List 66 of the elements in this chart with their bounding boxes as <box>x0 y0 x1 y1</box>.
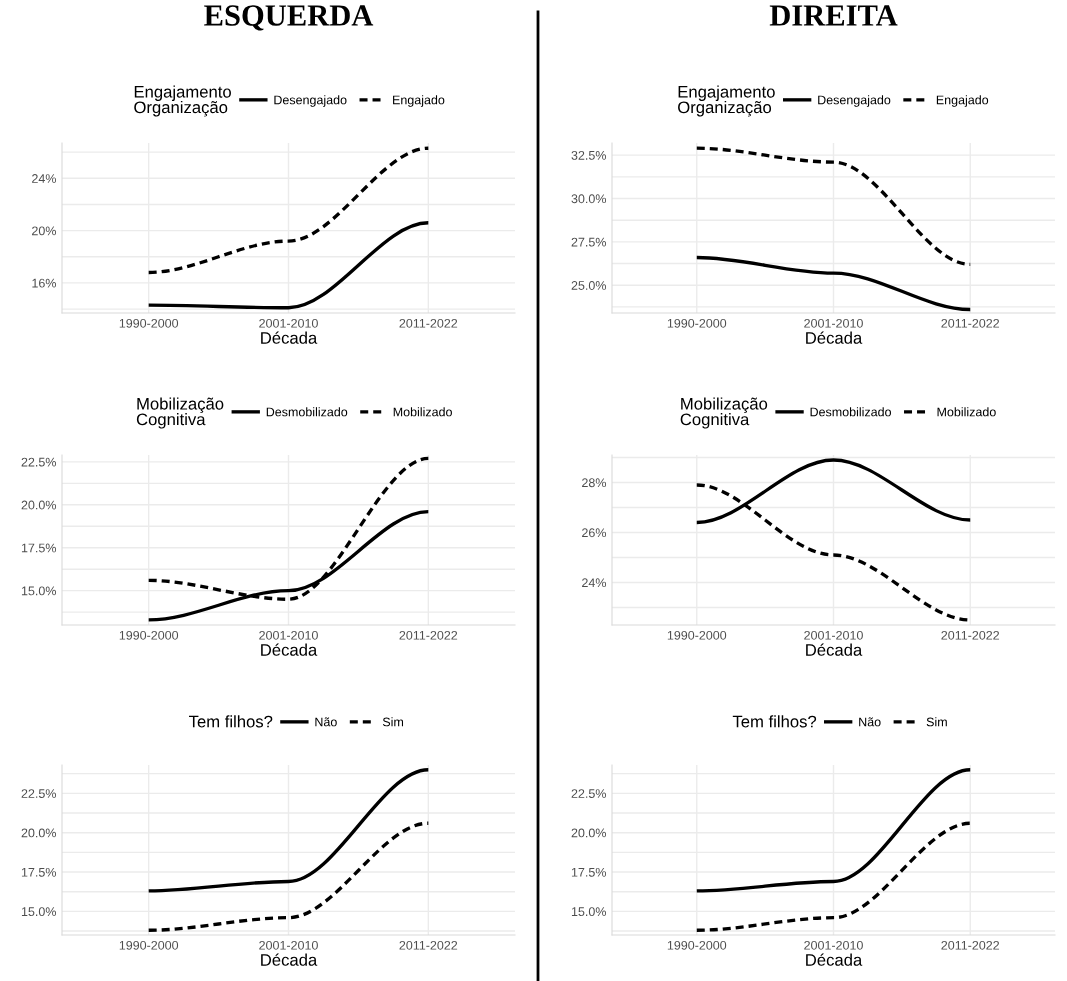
x-axis-title: Década <box>261 953 318 966</box>
y-tick-label: 17.5% <box>571 867 606 877</box>
y-tick-label: 27.5% <box>571 237 606 247</box>
x-tick-label: 1990-2000 <box>667 630 727 640</box>
legend-title: Tem filhos? <box>732 715 817 728</box>
legend-title: Mobilização Cognitiva <box>136 397 224 429</box>
x-axis-title: Década <box>261 331 318 344</box>
y-tick-label: 20.0% <box>21 828 56 838</box>
x-tick-label: 1990-2000 <box>667 318 727 328</box>
legend-title: Mobilização Cognitiva <box>680 397 768 429</box>
y-tick-label: 15.0% <box>21 907 56 917</box>
x-tick-label: 1990-2000 <box>119 940 179 950</box>
legend-label: Não <box>859 717 881 727</box>
y-tick-label: 20% <box>32 226 56 236</box>
y-tick-label: 16% <box>32 278 56 288</box>
legend-label: Mobilizado <box>393 407 452 417</box>
x-tick-label: 2001-2010 <box>804 630 863 640</box>
y-tick-label: 22.5% <box>571 789 606 798</box>
legend-label: Sim <box>382 717 404 727</box>
legend-label: Engajado <box>936 95 989 107</box>
chart-title: ESQUERDA <box>204 5 374 31</box>
x-tick-label: 2011-2022 <box>941 318 1000 328</box>
x-axis-title: Década <box>806 953 863 966</box>
chart-title: DIREITA <box>769 5 898 26</box>
x-tick-label: 2011-2022 <box>399 940 458 950</box>
legend-label: Engajado <box>393 95 445 107</box>
legend-label: Desengajado <box>274 95 347 107</box>
legend-label: Desmobilizado <box>266 407 348 417</box>
x-tick-label: 2001-2010 <box>804 940 863 950</box>
x-axis-title: Década <box>261 643 318 656</box>
legend-title: Engajamento Organização <box>678 85 775 117</box>
x-tick-label: 2001-2010 <box>259 940 318 950</box>
x-tick-label: 2001-2010 <box>259 630 318 640</box>
x-tick-label: 2011-2022 <box>941 630 1000 640</box>
y-tick-label: 30.0% <box>571 194 606 204</box>
x-tick-label: 2001-2010 <box>804 318 863 328</box>
y-tick-label: 22.5% <box>21 789 56 798</box>
y-tick-label: 25.0% <box>571 281 606 290</box>
y-tick-label: 22.5% <box>21 457 56 467</box>
y-tick-label: 17.5% <box>21 867 56 877</box>
x-axis-title: Década <box>806 331 863 344</box>
legend-label: Desmobilizado <box>810 407 891 417</box>
x-tick-label: 1990-2000 <box>119 318 179 328</box>
x-tick-label: 1990-2000 <box>119 630 179 640</box>
x-tick-label: 2011-2022 <box>941 940 1000 950</box>
x-axis-title: Década <box>806 643 863 656</box>
x-tick-label: 1990-2000 <box>667 940 727 950</box>
y-tick-label: 32.5% <box>571 150 606 160</box>
legend-label: Mobilizado <box>937 407 996 417</box>
y-tick-label: 24% <box>582 578 606 588</box>
y-tick-label: 15.0% <box>571 907 606 917</box>
x-tick-label: 2011-2022 <box>399 318 458 328</box>
legend-title: Engajamento Organização <box>134 85 231 117</box>
y-tick-label: 24% <box>32 174 56 183</box>
y-tick-label: 17.5% <box>21 543 56 553</box>
x-tick-label: 2011-2022 <box>399 630 458 640</box>
y-tick-label: 20.0% <box>571 828 606 838</box>
legend-label: Sim <box>926 717 947 727</box>
legend-label: Não <box>315 717 337 727</box>
legend-label: Desengajado <box>818 95 891 107</box>
legend-title: Tem filhos? <box>189 715 273 728</box>
y-tick-label: 20.0% <box>21 500 56 510</box>
y-tick-label: 28% <box>582 478 606 488</box>
y-tick-label: 26% <box>582 528 606 538</box>
x-tick-label: 2001-2010 <box>259 318 318 328</box>
y-tick-label: 15.0% <box>21 586 56 596</box>
